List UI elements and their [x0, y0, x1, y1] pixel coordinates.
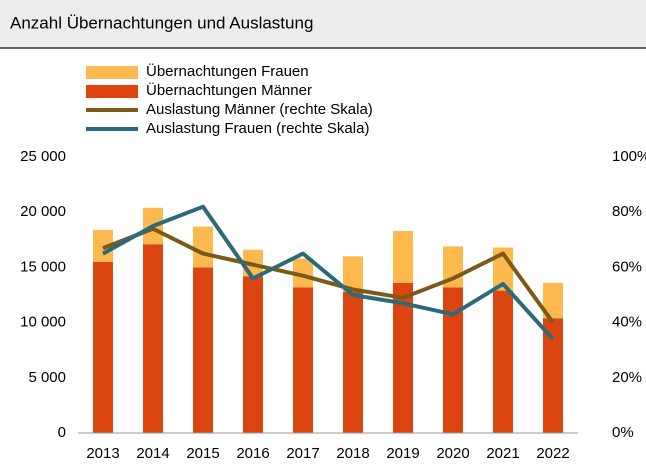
- y-tick-label: 25 000: [20, 148, 66, 165]
- x-tick-label: 2015: [186, 445, 219, 462]
- bar: [343, 256, 363, 292]
- legend-label: Übernachtungen Männer: [146, 81, 312, 99]
- bar: [543, 282, 563, 319]
- bar: [193, 267, 213, 433]
- y2-tick-label: 80%: [612, 203, 642, 220]
- x-tick-label: 2016: [236, 445, 269, 462]
- line: [102, 226, 555, 324]
- x-tick-label: 2019: [386, 445, 419, 462]
- x-tick-label: 2022: [536, 445, 569, 462]
- bar: [443, 287, 463, 433]
- chart-title: Anzahl Übernachtungen und Auslastung: [10, 13, 313, 32]
- x-tick-label: 2014: [136, 445, 169, 462]
- y-tick-label: 15 000: [20, 258, 66, 275]
- y2-tick-label: 60%: [612, 258, 642, 275]
- x-tick-label: 2020: [436, 445, 469, 462]
- y2-tick-label: 20%: [612, 369, 642, 386]
- bar: [93, 261, 113, 433]
- bar: [93, 229, 113, 262]
- legend-label: Auslastung Männer (rechte Skala): [146, 101, 373, 118]
- bar: [493, 290, 513, 433]
- line: [102, 204, 555, 341]
- y2-tick-label: 100%: [612, 148, 646, 165]
- bar: [293, 287, 313, 433]
- bar: [393, 282, 413, 433]
- y-tick-label: 10 000: [20, 314, 66, 331]
- x-tick-label: 2021: [486, 445, 519, 462]
- bar: [193, 226, 213, 268]
- header-band: [0, 0, 646, 48]
- y2-tick-label: 0%: [612, 424, 634, 441]
- legend-swatch: [86, 66, 138, 79]
- x-tick-label: 2017: [286, 445, 319, 462]
- x-tick-label: 2018: [336, 445, 369, 462]
- legend-swatch: [86, 85, 138, 98]
- y2-tick-label: 40%: [612, 314, 642, 331]
- legend-label: Auslastung Frauen (rechte Skala): [146, 120, 369, 137]
- y-tick-label: 0: [58, 424, 66, 441]
- bar: [343, 291, 363, 433]
- x-tick-label: 2013: [86, 445, 119, 462]
- bar: [393, 230, 413, 283]
- bar: [543, 318, 563, 433]
- bar: [243, 276, 263, 433]
- bar: [143, 244, 163, 433]
- y-tick-label: 5 000: [28, 369, 66, 386]
- bar: [293, 258, 313, 288]
- legend-label: Übernachtungen Frauen: [146, 62, 309, 80]
- y-tick-label: 20 000: [20, 203, 66, 220]
